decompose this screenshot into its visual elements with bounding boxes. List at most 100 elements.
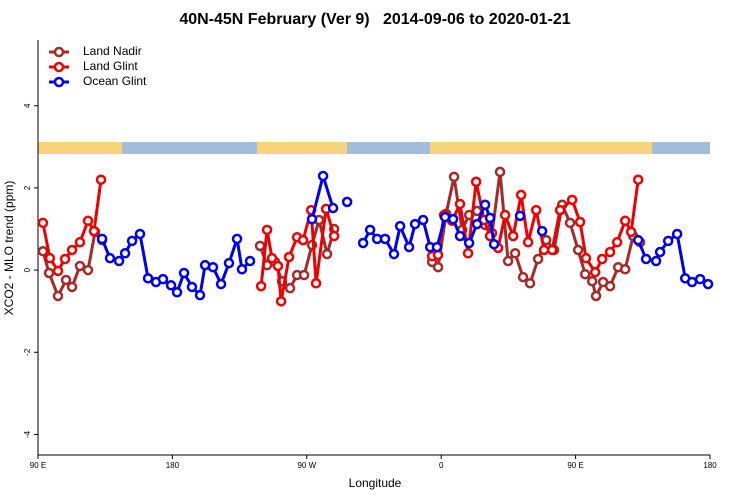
point [52,290,64,302]
series-line [100,170,709,299]
point [484,212,496,224]
point [157,273,169,285]
point [579,268,591,280]
point [74,236,86,248]
point [564,217,576,229]
y-tick-label: 2 [23,185,32,190]
point [470,176,482,188]
point [88,225,100,237]
point [471,218,483,230]
point [662,235,674,247]
point [532,253,544,265]
point [82,215,94,227]
point [517,271,529,283]
point [95,174,107,185]
point [671,228,683,240]
point [119,248,131,259]
point [272,260,284,272]
point [403,241,415,253]
point [236,264,248,275]
point [364,224,376,236]
legend-label: Land Nadir [83,44,142,58]
point [255,280,267,292]
point [596,253,608,265]
point [379,233,391,245]
point [439,211,451,223]
point [546,244,558,256]
land-band [257,142,347,154]
point [654,246,666,258]
x-tick-label: 180 [703,461,717,470]
point [207,261,219,273]
point [275,296,287,307]
y-tick-label: 0 [23,267,32,272]
point [499,209,511,221]
point [502,255,514,267]
land-ocean-strip [38,142,710,154]
point [463,237,475,249]
point [66,281,78,293]
point [113,255,125,267]
point [284,282,296,294]
point [317,170,329,182]
point [514,210,526,222]
point [74,260,86,272]
point [507,230,519,242]
point [327,202,339,214]
point [454,198,466,210]
point [328,230,340,242]
legend-marker [53,61,65,73]
legend-marker [53,46,65,58]
x-tick-label: 90 E [30,461,46,470]
x-tick-label: 90 E [567,461,583,470]
land-band [430,142,652,154]
y-tick-label: -4 [23,430,32,438]
point [448,171,460,183]
point [194,289,206,301]
point [165,280,177,291]
point [650,255,662,267]
point [104,252,116,264]
point [554,204,566,216]
point [488,238,500,250]
point [283,251,295,263]
point [321,248,333,260]
point [632,234,644,246]
point [494,166,506,178]
point [536,225,548,237]
point [604,246,616,258]
point [178,267,190,279]
point [341,196,353,208]
point [574,216,586,228]
point [604,280,616,292]
point [43,267,55,279]
point [37,217,49,229]
y-axis-label: XCO2 - MLO trend (ppm) [2,181,16,316]
point [479,199,491,211]
point [186,281,198,293]
x-tick-label: 0 [439,461,444,470]
land-band [38,142,122,154]
point [310,277,322,289]
point [96,233,108,245]
point [388,248,400,260]
point [524,277,536,289]
legend-label: Ocean Glint [83,74,147,88]
point [126,235,138,247]
point [60,274,72,286]
point [297,234,309,246]
point [417,214,429,226]
point [509,248,521,259]
point [37,245,49,257]
point [447,213,459,225]
point [357,237,369,249]
point [171,287,183,298]
point [590,290,602,302]
point [244,255,256,267]
x-tick-label: 90 W [297,461,316,470]
point [409,218,421,230]
point [694,273,706,285]
point [431,241,443,253]
point [566,194,578,206]
